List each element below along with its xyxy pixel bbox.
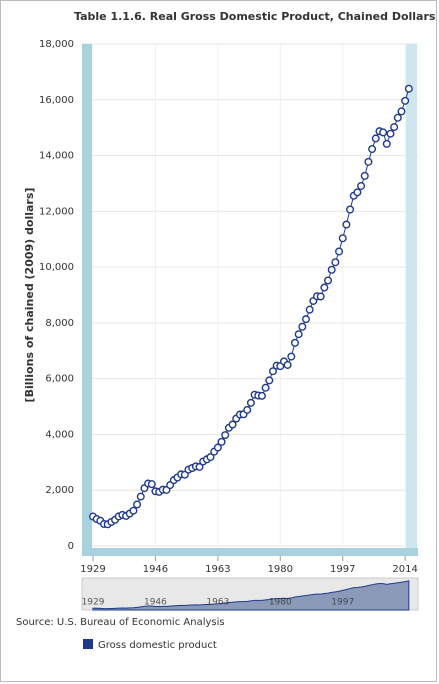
point: [268, 367, 277, 376]
y-tick-label: 2,000: [45, 485, 74, 496]
navigator-label: 1946: [144, 598, 167, 608]
point: [382, 139, 391, 148]
point: [404, 84, 413, 93]
point: [357, 181, 366, 190]
navigator-label: 1980: [269, 598, 292, 608]
point: [324, 276, 333, 285]
y-tick-label: 6,000: [45, 374, 74, 385]
point: [371, 134, 380, 143]
legend-label: Gross domestic product: [98, 640, 217, 651]
point: [195, 462, 204, 471]
legend-swatch: [83, 639, 93, 649]
x-tick-label: 1929: [80, 564, 105, 575]
y-tick-label: 10,000: [39, 262, 74, 273]
chart-title: Table 1.1.6. Real Gross Domestic Product…: [74, 10, 436, 23]
y-tick-label: 16,000: [39, 95, 74, 106]
point: [133, 500, 142, 509]
y-axis-label: [Billions of chained (2009) dollars]: [23, 188, 36, 403]
point: [331, 258, 340, 267]
point: [290, 338, 299, 347]
y-tick-label: 8,000: [45, 318, 74, 329]
y-tick-label: 0: [68, 541, 74, 552]
point: [228, 420, 237, 429]
axis-strip: [406, 44, 417, 556]
point: [397, 107, 406, 116]
point: [353, 188, 362, 197]
point: [129, 506, 138, 515]
point: [283, 360, 292, 369]
point: [298, 322, 307, 331]
y-tick-label: 18,000: [39, 39, 74, 50]
point: [316, 292, 325, 301]
x-tick-label: 2014: [392, 564, 417, 575]
point: [302, 315, 311, 324]
x-tick-label: 1980: [268, 564, 293, 575]
point: [401, 96, 410, 105]
point: [217, 437, 226, 446]
point: [265, 376, 274, 385]
point: [368, 145, 377, 154]
point: [379, 128, 388, 137]
axis-strip: [82, 44, 92, 556]
point: [390, 123, 399, 132]
point: [136, 492, 145, 501]
point: [327, 265, 336, 274]
point: [305, 305, 314, 314]
source: Source: U.S. Bureau of Economic Analysis: [16, 617, 225, 628]
x-tick-label: 1946: [143, 564, 168, 575]
x-tick-label: 1963: [205, 564, 230, 575]
point: [335, 247, 344, 256]
point: [393, 113, 402, 122]
navigator-label: 1963: [206, 598, 229, 608]
x-tick-label: 1997: [330, 564, 355, 575]
point: [338, 234, 347, 243]
point: [360, 171, 369, 180]
point: [221, 431, 230, 440]
navigator-label: 1929: [82, 598, 105, 608]
point: [294, 330, 303, 339]
point: [243, 405, 252, 414]
point: [206, 453, 215, 462]
point: [257, 391, 266, 400]
y-tick-label: 12,000: [39, 206, 74, 217]
point: [364, 157, 373, 166]
point: [287, 352, 296, 361]
point: [246, 398, 255, 407]
point: [342, 220, 351, 229]
y-tick-label: 4,000: [45, 429, 74, 440]
point: [147, 480, 156, 489]
axis-strip: [82, 548, 418, 556]
point: [320, 283, 329, 292]
navigator-label: 1997: [331, 598, 354, 608]
navigator-area: [92, 580, 410, 611]
point: [346, 205, 355, 214]
y-tick-label: 14,000: [39, 151, 74, 162]
point: [261, 383, 270, 392]
point: [386, 129, 395, 138]
point: [213, 443, 222, 452]
